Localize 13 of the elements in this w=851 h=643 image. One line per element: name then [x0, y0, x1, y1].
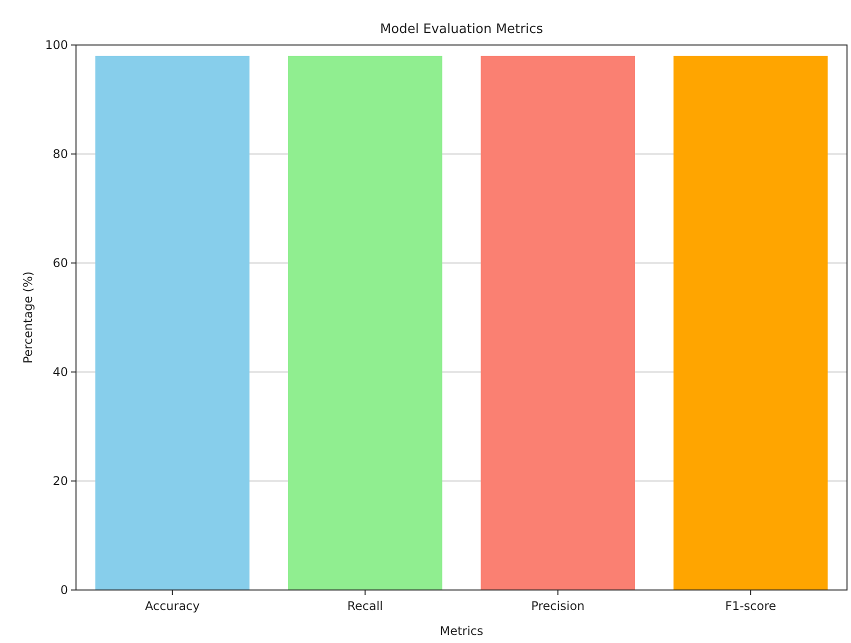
- y-tick-label: 60: [52, 256, 68, 270]
- y-tick-label: 100: [45, 38, 68, 52]
- chart-title: Model Evaluation Metrics: [380, 22, 544, 37]
- x-tick-label: F1-score: [725, 599, 776, 613]
- x-axis-title: Metrics: [440, 624, 484, 638]
- y-tick-label: 20: [52, 474, 68, 488]
- y-tick-label: 0: [60, 583, 68, 598]
- x-tick-label: Recall: [347, 599, 384, 613]
- x-tick-label: Precision: [531, 599, 585, 613]
- y-axis-title: Percentage (%): [21, 271, 35, 364]
- y-tick-label: 40: [52, 365, 68, 380]
- x-tick-label: Accuracy: [144, 599, 200, 613]
- y-tick-label: 80: [52, 147, 68, 162]
